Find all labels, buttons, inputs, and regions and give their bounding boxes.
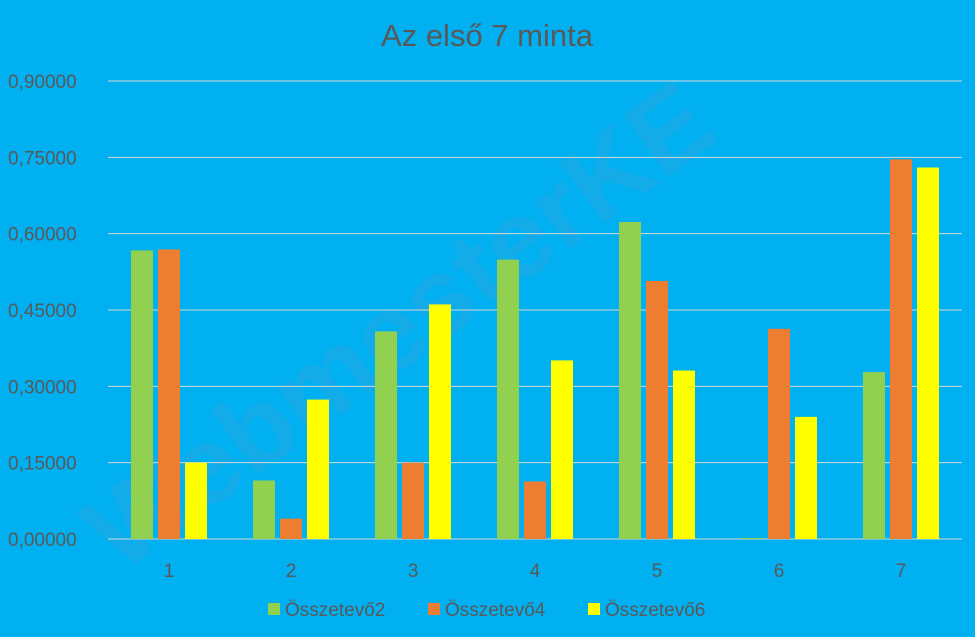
bars: [131, 159, 939, 540]
bar-Összetevő6-1: [185, 462, 207, 539]
gridlines: [108, 80, 962, 540]
x-axis-ticks: 1 2 3 4 5 6 7: [164, 561, 907, 582]
x-tick-label: 7: [896, 561, 907, 582]
bar-Összetevő2-1: [131, 250, 153, 539]
y-tick-label: 0,90000: [8, 72, 77, 93]
x-tick-label: 3: [408, 561, 419, 582]
bar-Összetevő4-3: [402, 462, 424, 539]
y-tick-label: 0,15000: [8, 454, 77, 475]
bar-Összetevő6-6: [795, 416, 817, 539]
legend-label: Összetevő6: [605, 600, 705, 621]
bar-Összetevő6-4: [551, 360, 573, 539]
y-axis-ticks: 0,00000 0,15000 0,30000 0,45000 0,60000 0,750…: [8, 72, 77, 551]
bar-Összetevő4-5: [646, 280, 668, 539]
bar-Összetevő4-2: [280, 518, 302, 539]
bar-Összetevő6-5: [673, 370, 695, 539]
legend-label: Összetevő2: [285, 600, 385, 621]
bar-Összetevő2-6: [741, 537, 763, 539]
x-tick-label: 5: [652, 561, 663, 582]
y-tick-label: 0,45000: [8, 301, 77, 322]
x-tick-label: 4: [530, 561, 541, 582]
legend: Összetevő2 Összetevő4 Összetevő6: [268, 600, 705, 621]
y-tick-label: 0,00000: [8, 530, 77, 551]
bar-Összetevő4-6: [768, 328, 790, 539]
x-tick-label: 6: [774, 561, 785, 582]
y-tick-label: 0,75000: [8, 148, 77, 169]
legend-swatch: [268, 603, 280, 615]
bar-Összetevő4-4: [524, 481, 546, 539]
y-tick-label: 0,30000: [8, 377, 77, 398]
bar-Összetevő4-7: [890, 159, 912, 539]
bar-Összetevő6-3: [429, 304, 451, 539]
bar-Összetevő6-7: [917, 167, 939, 539]
bar-Összetevő2-4: [497, 259, 519, 539]
chart-title: Az első 7 minta: [381, 18, 594, 53]
bar-Összetevő4-1: [158, 249, 180, 540]
bar-Összetevő6-2: [307, 399, 329, 539]
legend-label: Összetevő4: [445, 600, 546, 621]
bar-Összetevő2-3: [375, 331, 397, 539]
legend-swatch: [428, 603, 440, 615]
x-tick-label: 1: [164, 561, 175, 582]
y-tick-label: 0,60000: [8, 225, 77, 246]
bar-Összetevő2-7: [863, 372, 885, 539]
bar-Összetevő2-5: [619, 221, 641, 539]
x-tick-label: 2: [286, 561, 297, 582]
legend-swatch: [588, 603, 600, 615]
bar-Összetevő2-2: [253, 480, 275, 539]
